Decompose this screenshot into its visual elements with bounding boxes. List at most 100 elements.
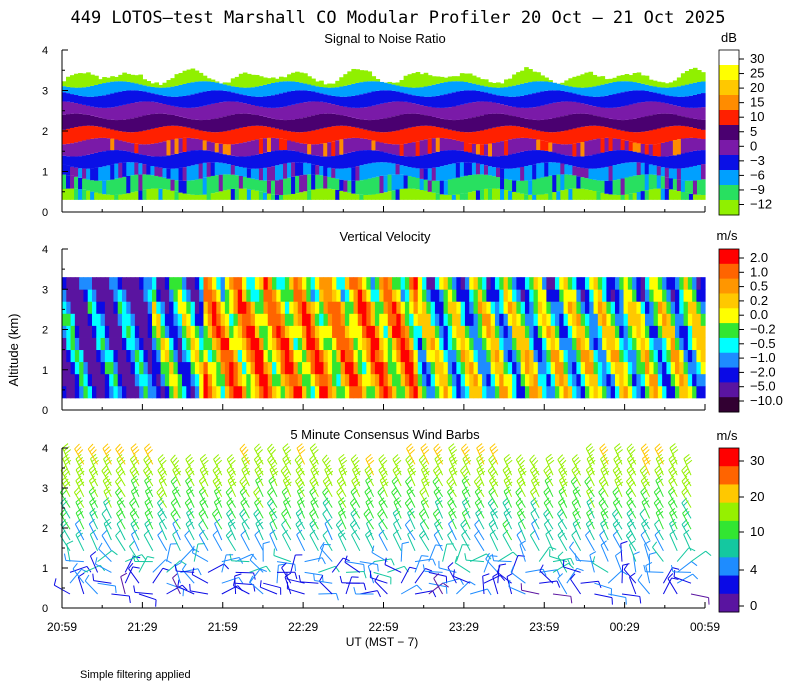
velocity-cell: [636, 313, 642, 326]
snr-cell: [367, 71, 373, 82]
snr-cell: [451, 81, 457, 93]
snr-cell: [528, 119, 533, 129]
wind-barb: [365, 475, 375, 498]
snr-cell: [375, 119, 381, 132]
snr-cell: [258, 125, 264, 139]
snr-cell: [158, 176, 164, 189]
snr-cell: [134, 83, 139, 91]
velocity-cell: [679, 337, 685, 351]
velocity-cell: [520, 313, 526, 326]
velocity-cell: [434, 385, 440, 399]
snr-cell: [351, 126, 356, 138]
velocity-cell: [130, 337, 136, 351]
velocity-cell: [567, 361, 573, 375]
wind-barb-flag: [144, 443, 150, 449]
snr-cell: [190, 165, 196, 181]
velocity-cell: [512, 277, 517, 290]
velocity-cell: [169, 373, 175, 387]
snr-cell: [242, 127, 248, 143]
snr-cell: [122, 81, 127, 91]
wind-barb: [338, 507, 347, 530]
velocity-cell: [250, 337, 256, 351]
snr-cell: [226, 82, 232, 86]
wind-barb-flag: [77, 449, 84, 455]
snr-cell: [279, 138, 284, 151]
snr-cell: [487, 156, 493, 167]
snr-cell: [584, 104, 590, 114]
velocity-cell: [670, 325, 676, 338]
snr-cell: [138, 116, 143, 132]
velocity-cell: [507, 349, 513, 363]
snr-cell: [122, 119, 127, 132]
snr-cell: [459, 104, 465, 120]
snr-cell: [190, 82, 196, 95]
velocity-cell: [473, 289, 479, 302]
wind-barb-flag: [131, 486, 138, 492]
wind-barb-flag: [463, 470, 470, 477]
snr-cell: [540, 140, 545, 151]
wind-barb-flag: [353, 587, 357, 595]
snr-cell: [700, 119, 706, 130]
wind-barb-flag: [435, 456, 442, 463]
colorbar-swatch: [719, 170, 739, 186]
velocity-cell: [160, 277, 166, 290]
velocity-cell: [267, 277, 273, 290]
velocity-cell: [443, 325, 449, 338]
snr-cell: [299, 118, 304, 133]
velocity-cell: [670, 313, 676, 326]
snr-cell: [327, 142, 332, 157]
snr-cell: [431, 76, 437, 85]
velocity-cell: [400, 373, 406, 387]
velocity-cell: [147, 385, 153, 399]
velocity-cell: [430, 385, 436, 399]
wind-barb-flag: [454, 555, 458, 563]
velocity-cell: [242, 373, 247, 387]
snr-cell: [331, 113, 336, 127]
snr-cell: [407, 142, 413, 157]
velocity-cell: [100, 325, 106, 338]
snr-cell: [680, 85, 686, 97]
velocity-cell: [653, 301, 659, 314]
velocity-cell: [679, 289, 685, 302]
snr-cell: [548, 103, 553, 119]
snr-cell: [431, 126, 437, 139]
snr-cell: [166, 104, 172, 115]
velocity-cell: [396, 289, 402, 302]
snr-cell: [142, 85, 147, 92]
snr-cell: [202, 105, 208, 120]
wind-barb-staff: [157, 534, 168, 552]
wind-barb-flag: [254, 497, 260, 504]
snr-cell: [540, 75, 545, 82]
velocity-cell: [512, 301, 517, 314]
velocity-cell: [344, 301, 350, 314]
velocity-cell: [417, 301, 423, 314]
wind-barb: [474, 486, 485, 508]
wind-barb: [319, 541, 333, 562]
y-tick-label: 0: [42, 405, 48, 417]
snr-cell: [700, 194, 706, 200]
snr-cell: [560, 190, 565, 200]
wind-barb-flag: [309, 529, 316, 536]
velocity-cell: [392, 289, 397, 302]
velocity-cell: [96, 277, 102, 290]
snr-cell: [548, 193, 553, 200]
velocity-cell: [572, 277, 577, 290]
wind-barb-staff: [281, 567, 292, 584]
wind-barb-flag: [132, 521, 138, 528]
wind-barb-flag: [283, 446, 290, 452]
velocity-cell: [74, 337, 80, 351]
velocity-cell: [289, 337, 295, 351]
velocity-cell: [203, 385, 209, 399]
snr-cell: [383, 82, 389, 91]
velocity-cell: [606, 325, 612, 338]
snr-cell: [62, 155, 67, 165]
snr-cell: [94, 167, 99, 181]
colorbar-swatch: [719, 263, 739, 280]
wind-barb-flag: [298, 500, 305, 506]
snr-cell: [162, 126, 168, 142]
snr-cell: [266, 78, 272, 84]
velocity-cell: [70, 277, 76, 290]
wind-barb: [116, 454, 126, 476]
snr-cell: [379, 142, 385, 152]
wind-barb: [212, 529, 223, 552]
